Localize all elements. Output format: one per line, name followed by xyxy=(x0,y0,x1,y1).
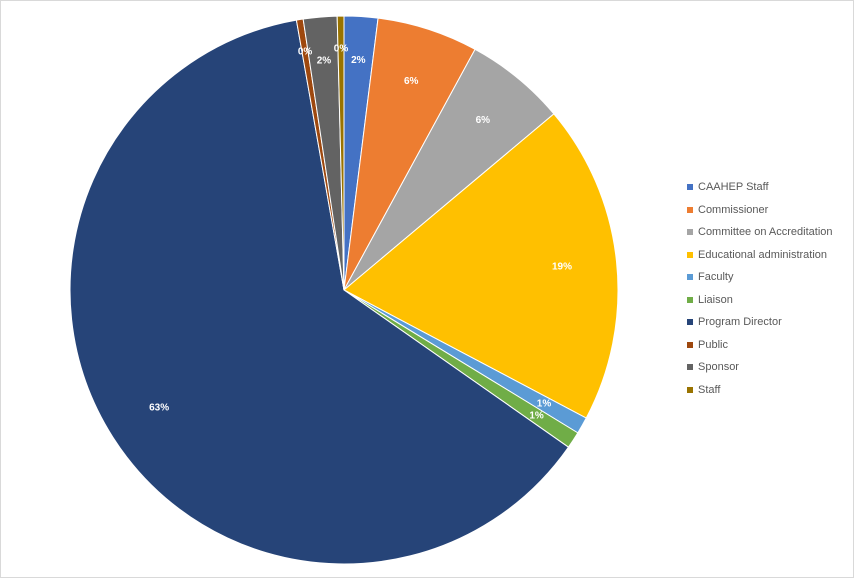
data-label-liaison: 1% xyxy=(529,411,544,422)
pie-slice-educational-administration xyxy=(343,113,619,419)
legend-swatch xyxy=(687,184,693,191)
legend-label: Commissioner xyxy=(698,203,769,216)
legend-swatch xyxy=(687,364,693,371)
legend-label: Educational administration xyxy=(698,248,828,261)
data-label-educational-administration: 19% xyxy=(552,261,572,272)
pie-slice-program-director xyxy=(69,19,570,565)
data-label-caahep-staff: 2% xyxy=(351,55,366,66)
legend-label: Committee on Accreditation xyxy=(698,226,833,239)
legend-swatch xyxy=(687,319,693,326)
legend-swatch xyxy=(687,229,693,236)
legend-swatch xyxy=(687,386,693,393)
legend-label: Program Director xyxy=(698,316,782,329)
legend-item: CAAHEP Staff xyxy=(687,176,845,199)
pie-slices xyxy=(69,15,619,565)
legend-item: Program Director xyxy=(687,311,845,334)
pie-data-labels: 2%6%6%19%1%1%63%0%2%0% xyxy=(149,44,572,422)
legend-item: Committee on Accreditation xyxy=(687,221,845,244)
legend-item: Public xyxy=(687,334,845,357)
legend-swatch xyxy=(687,251,693,258)
legend-item: Staff xyxy=(687,379,845,402)
legend-label: Staff xyxy=(698,383,721,396)
legend-swatch xyxy=(687,341,693,348)
legend-label: Public xyxy=(698,338,728,351)
data-label-committee-on-accreditation: 6% xyxy=(476,115,491,126)
legend-swatch xyxy=(687,274,693,281)
pie-chart: 2%6%6%19%1%1%63%0%2%0% xyxy=(69,15,619,565)
data-label-commissioner: 6% xyxy=(404,76,419,87)
pie-slice-staff xyxy=(336,15,345,291)
data-label-faculty: 1% xyxy=(537,398,552,409)
data-label-staff: 0% xyxy=(334,44,349,55)
legend-item: Commissioner xyxy=(687,199,845,222)
data-label-program-director: 63% xyxy=(149,402,169,413)
legend-item: Liaison xyxy=(687,289,845,312)
legend-item: Educational administration xyxy=(687,244,845,267)
legend-label: CAAHEP Staff xyxy=(698,181,769,194)
legend-swatch xyxy=(687,296,693,303)
data-label-public: 0% xyxy=(298,47,313,58)
legend-label: Sponsor xyxy=(698,361,739,374)
legend-label: Faculty xyxy=(698,271,734,284)
legend-swatch xyxy=(687,206,693,213)
legend-item: Faculty xyxy=(687,266,845,289)
legend-label: Liaison xyxy=(698,293,733,306)
legend-item: Sponsor xyxy=(687,356,845,379)
data-label-sponsor: 2% xyxy=(317,55,332,66)
legend: CAAHEP Staff Commissioner Committee on Acc… xyxy=(687,176,845,401)
